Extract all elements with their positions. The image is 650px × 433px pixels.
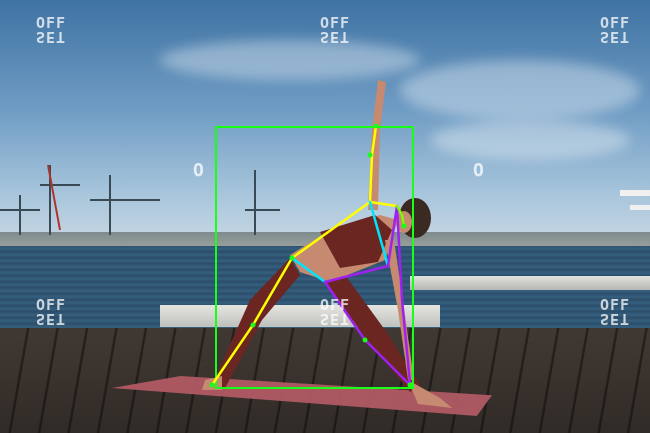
watermark-logo: OFF SET: [36, 14, 67, 47]
shoulder-line: [368, 200, 399, 208]
pier: [410, 276, 650, 290]
watermark-logo: OFF SET: [600, 296, 631, 329]
watermark-logo: OFF SET: [320, 14, 351, 47]
watermark-logo: OFF SET: [36, 296, 67, 329]
wooden-deck: [0, 328, 650, 433]
cloud: [400, 60, 640, 120]
cloud: [430, 120, 630, 160]
hip-cross: [323, 264, 390, 284]
watermark-mark: O: [473, 160, 484, 181]
left-leg-limb: [210, 256, 294, 387]
watermark-logo: OFF SET: [320, 296, 351, 329]
right-arm-limb: [395, 204, 412, 385]
keypoint: [362, 337, 368, 343]
detection-bounding-box: [215, 126, 414, 389]
keypoint: [407, 382, 413, 388]
cloud: [160, 40, 420, 80]
keypoint: [401, 223, 407, 229]
keypoint: [367, 152, 373, 158]
watermark-mark: O: [193, 160, 204, 181]
keypoint: [250, 322, 256, 328]
left-torso-limb: [290, 200, 372, 260]
face-limb: [395, 204, 406, 228]
keypoint: [289, 255, 295, 261]
left-arm-limb: [368, 124, 378, 204]
keypoint: [373, 123, 379, 129]
sky: [0, 0, 650, 245]
hip-line: [290, 256, 327, 284]
right-torso-limb: [386, 204, 399, 268]
neck-line-left: [368, 200, 390, 268]
keypoint: [209, 382, 215, 388]
watermark-logo: OFF SET: [600, 14, 631, 47]
